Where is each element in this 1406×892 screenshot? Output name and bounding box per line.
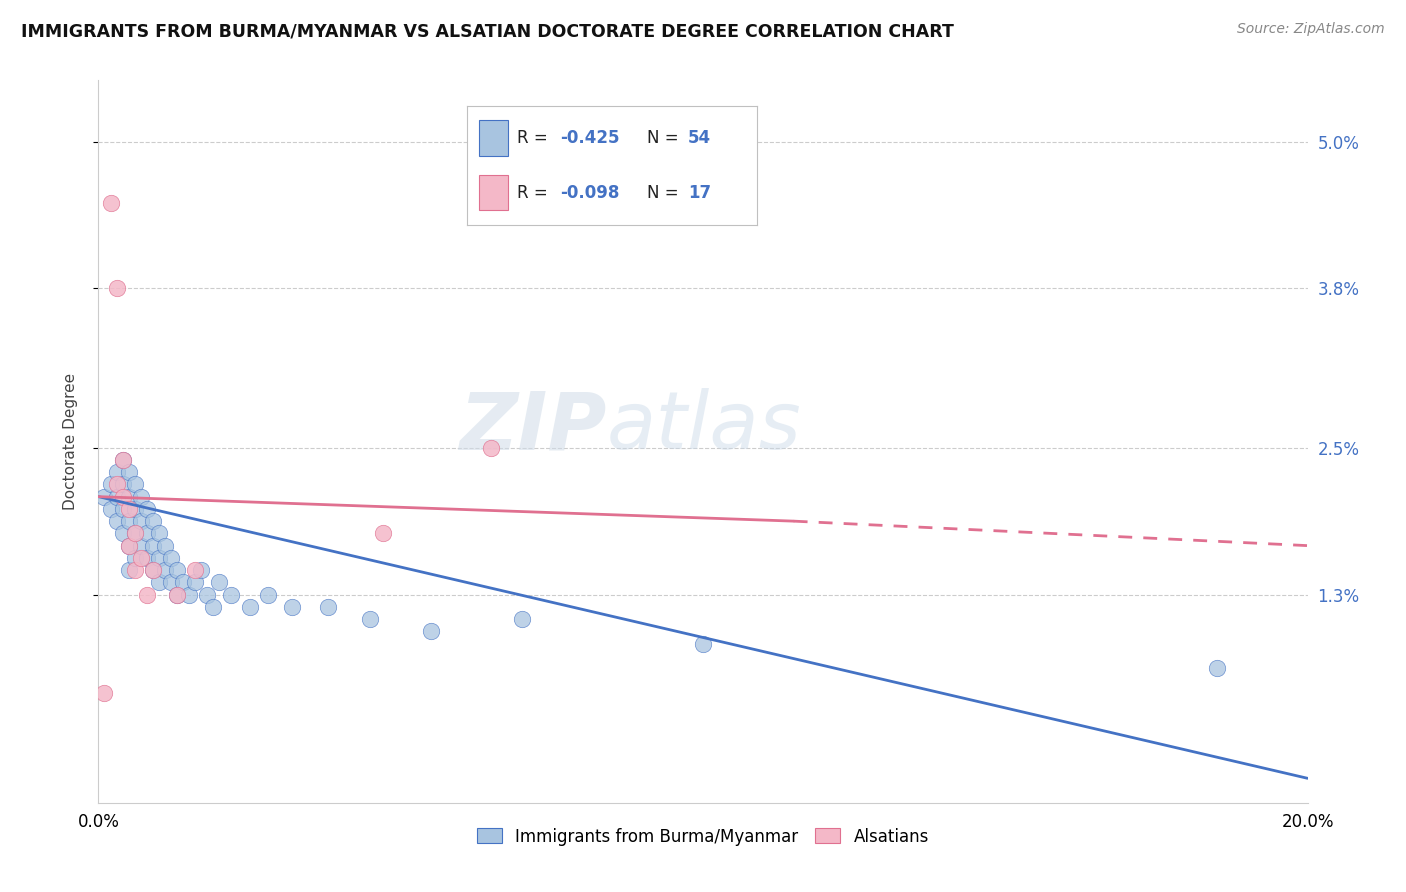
Point	[239, 599, 262, 614]
Point	[148, 575, 170, 590]
Legend: Immigrants from Burma/Myanmar, Alsatians: Immigrants from Burma/Myanmar, Alsatians	[471, 821, 935, 852]
Point	[692, 637, 714, 651]
Point	[93, 685, 115, 699]
Point	[481, 441, 503, 455]
Point	[135, 526, 157, 541]
Point	[190, 563, 212, 577]
Y-axis label: Doctorate Degree: Doctorate Degree	[63, 373, 77, 510]
Point	[118, 514, 141, 528]
Point	[124, 526, 146, 541]
Point	[135, 502, 157, 516]
Point	[129, 490, 152, 504]
Point	[124, 477, 146, 491]
Point	[105, 514, 128, 528]
Point	[124, 563, 146, 577]
Text: IMMIGRANTS FROM BURMA/MYANMAR VS ALSATIAN DOCTORATE DEGREE CORRELATION CHART: IMMIGRANTS FROM BURMA/MYANMAR VS ALSATIA…	[21, 22, 953, 40]
Point	[148, 550, 170, 565]
Point	[118, 539, 141, 553]
Point	[105, 477, 128, 491]
Point	[420, 624, 443, 639]
Point	[111, 453, 134, 467]
Point	[1206, 661, 1229, 675]
Point	[371, 526, 394, 541]
Point	[129, 539, 152, 553]
Point	[142, 539, 165, 553]
Point	[118, 465, 141, 479]
Point	[105, 465, 128, 479]
Point	[184, 575, 207, 590]
Point	[160, 550, 183, 565]
Point	[100, 502, 122, 516]
Point	[124, 502, 146, 516]
Point	[100, 195, 122, 210]
Point	[172, 575, 194, 590]
Point	[118, 502, 141, 516]
Point	[118, 490, 141, 504]
Point	[124, 526, 146, 541]
Point	[111, 502, 134, 516]
Point	[202, 599, 225, 614]
Point	[281, 599, 304, 614]
Point	[111, 490, 134, 504]
Point	[118, 563, 141, 577]
Point	[118, 539, 141, 553]
Point	[124, 550, 146, 565]
Point	[166, 563, 188, 577]
Point	[179, 588, 201, 602]
Point	[510, 612, 533, 626]
Text: atlas: atlas	[606, 388, 801, 467]
Point	[153, 539, 176, 553]
Text: ZIP: ZIP	[458, 388, 606, 467]
Point	[135, 550, 157, 565]
Point	[195, 588, 218, 602]
Point	[153, 563, 176, 577]
Point	[111, 453, 134, 467]
Point	[256, 588, 278, 602]
Text: Source: ZipAtlas.com: Source: ZipAtlas.com	[1237, 22, 1385, 37]
Point	[105, 490, 128, 504]
Point	[93, 490, 115, 504]
Point	[160, 575, 183, 590]
Point	[142, 514, 165, 528]
Point	[316, 599, 339, 614]
Point	[135, 588, 157, 602]
Point	[129, 550, 152, 565]
Point	[111, 477, 134, 491]
Point	[166, 588, 188, 602]
Point	[100, 477, 122, 491]
Point	[221, 588, 243, 602]
Point	[105, 281, 128, 295]
Point	[360, 612, 382, 626]
Point	[208, 575, 231, 590]
Point	[166, 588, 188, 602]
Point	[129, 514, 152, 528]
Point	[142, 563, 165, 577]
Point	[184, 563, 207, 577]
Point	[148, 526, 170, 541]
Point	[142, 563, 165, 577]
Point	[111, 526, 134, 541]
